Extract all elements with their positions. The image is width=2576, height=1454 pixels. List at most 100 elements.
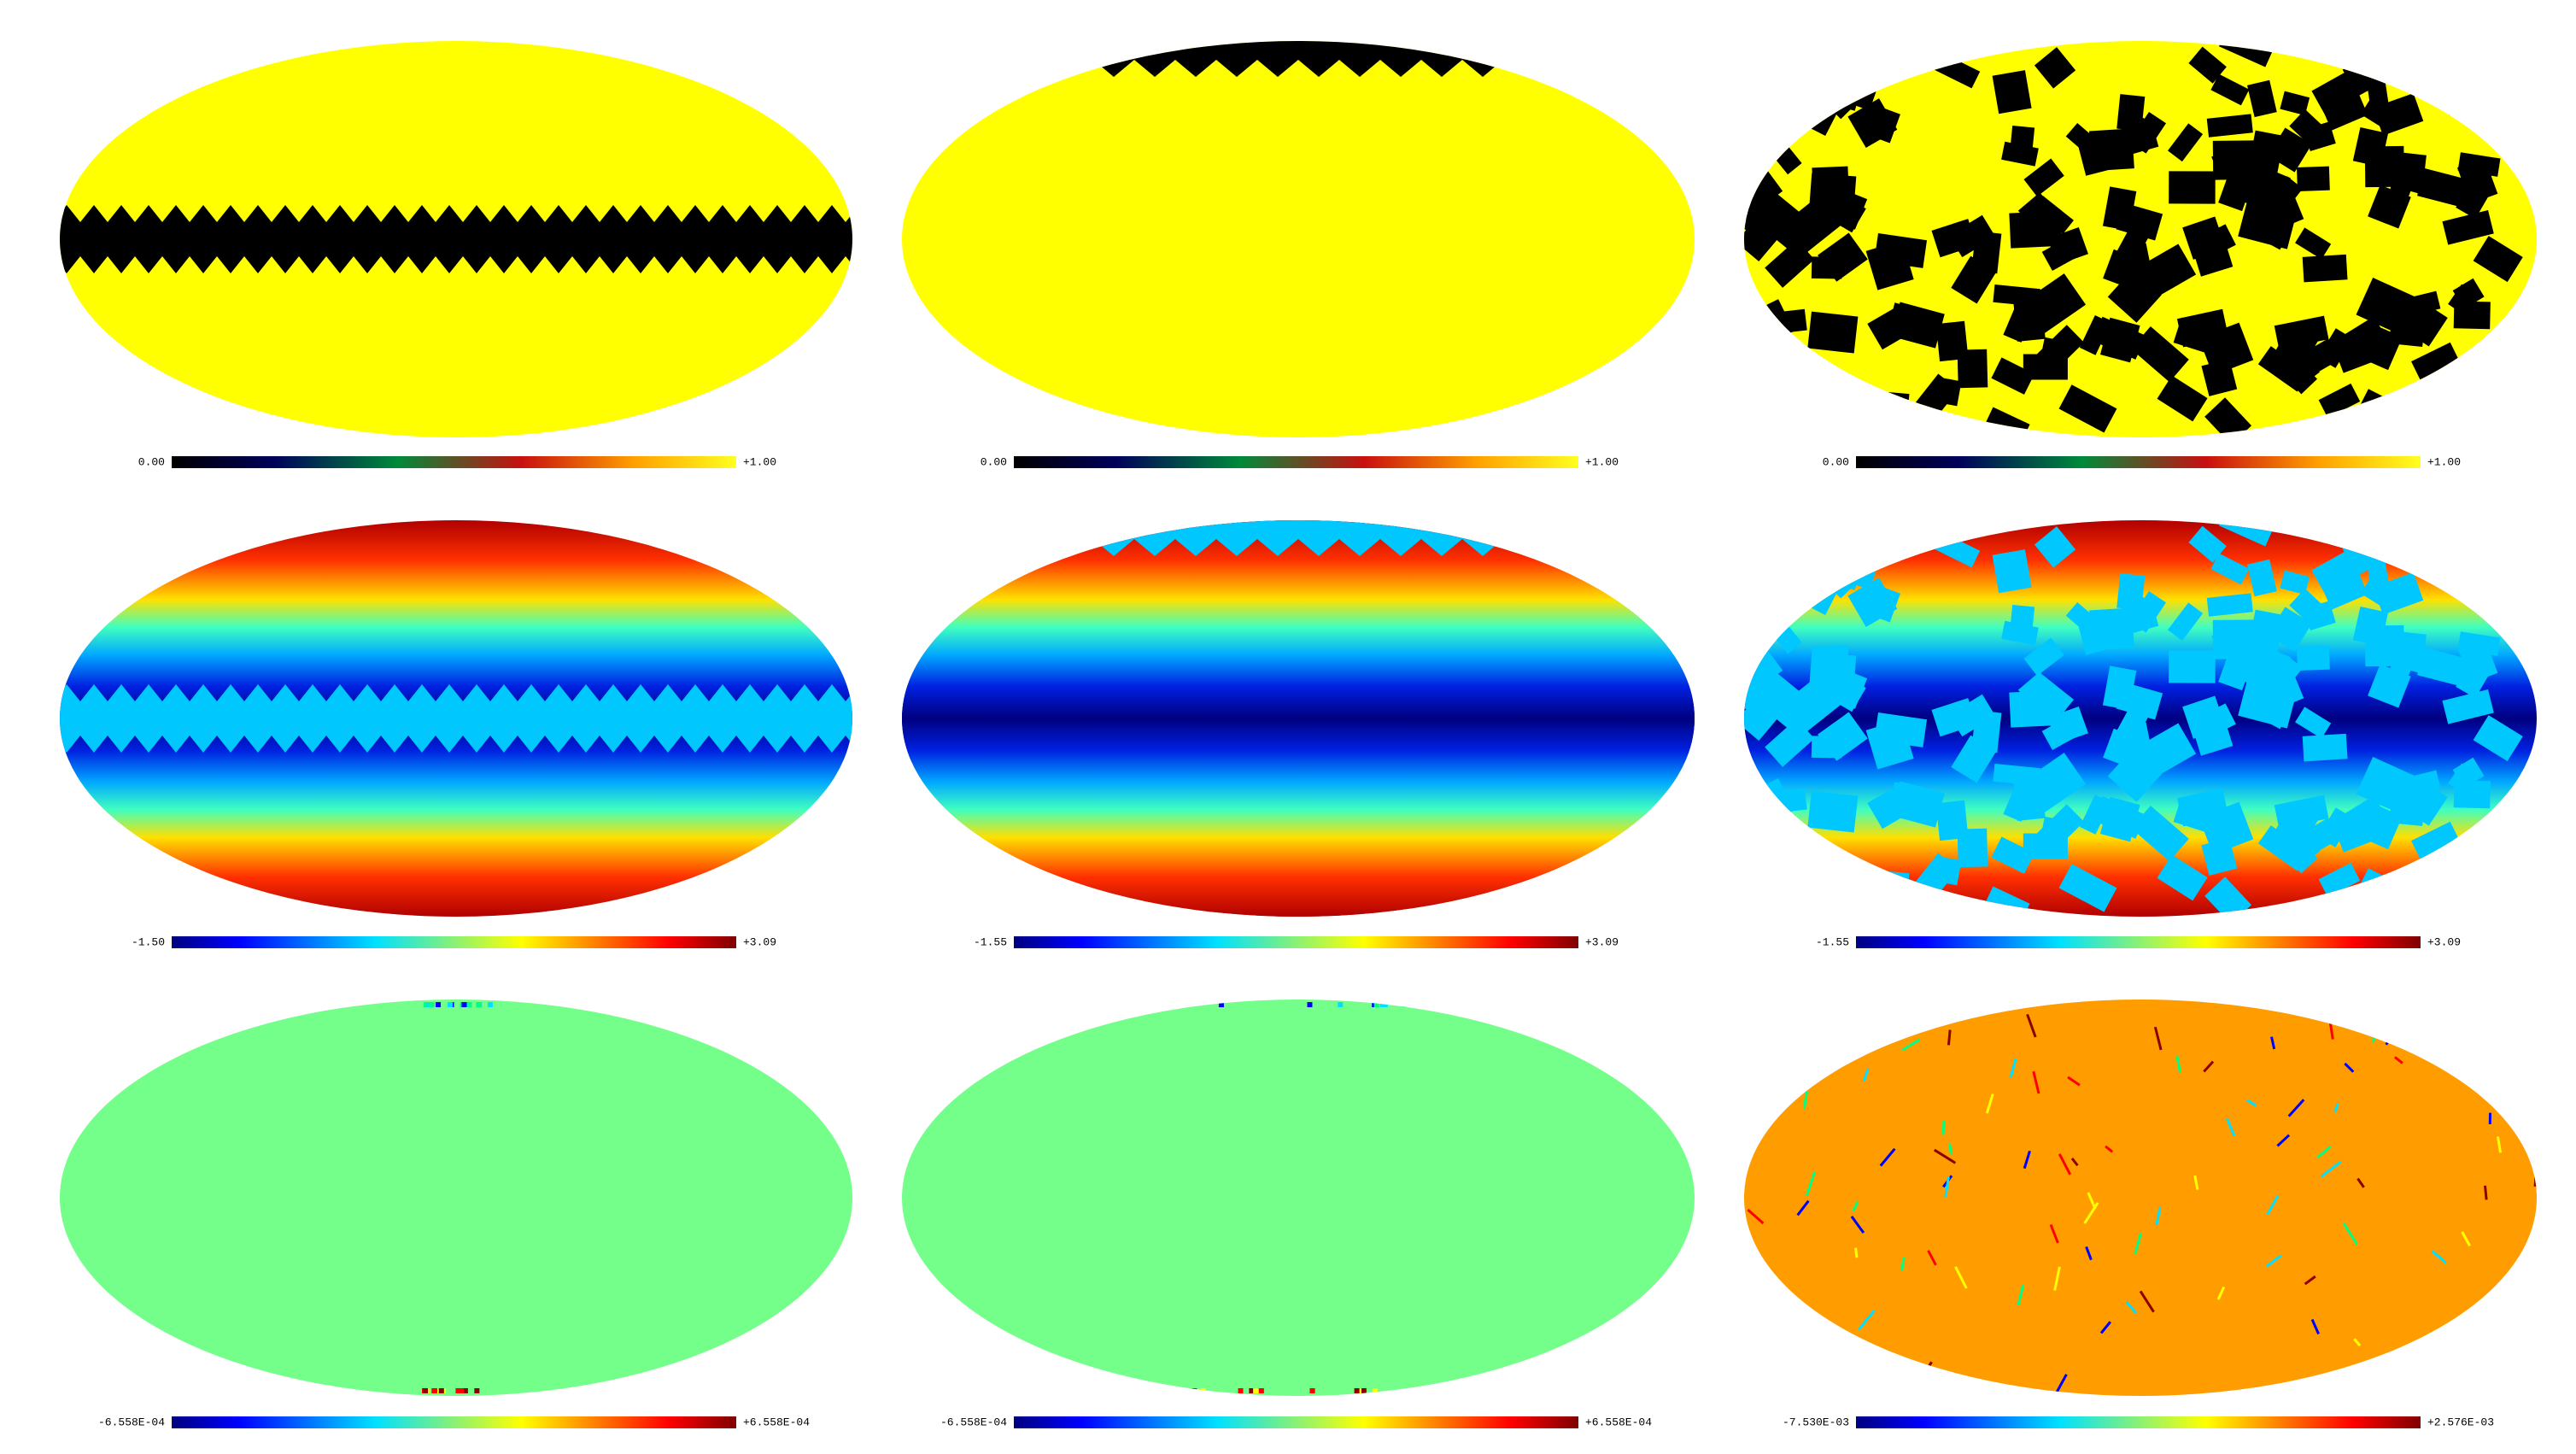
noise-pixel: [459, 1388, 465, 1393]
pixel-block: [2511, 875, 2535, 906]
pixel-block: [2017, 671, 2064, 718]
pixel-block: [2092, 316, 2146, 360]
noise-streak: [1745, 1033, 1757, 1055]
noise-pixel: [1426, 1002, 1432, 1007]
colorbar-max-label: +6.558E-04: [743, 1416, 810, 1428]
pixel-block: [2445, 50, 2509, 109]
noise-streak: [2461, 1231, 2471, 1247]
pixel-block: [1929, 520, 1955, 548]
noise-pixel: [1154, 1002, 1160, 1007]
noise-pixel: [461, 1002, 467, 1007]
pixel-block: [2496, 880, 2529, 917]
noise-streak: [2105, 1145, 2114, 1153]
noise-pixel: [487, 1002, 493, 1007]
pixel-block: [2457, 631, 2501, 656]
noise-pixel: [1307, 1002, 1313, 1007]
mollweide-map: [60, 41, 852, 437]
pixel-block: [2036, 325, 2085, 372]
noise-pixel: [476, 1002, 482, 1007]
pixel-block: [1779, 788, 1807, 812]
pixel-block: [2340, 795, 2392, 844]
noise-streak: [1744, 1258, 1756, 1281]
pixel-block: [2352, 606, 2389, 647]
pixel-block: [2340, 316, 2392, 365]
noise-streak: [2245, 1099, 2257, 1107]
pixel-block: [1858, 886, 1912, 917]
map-panel: -6.558E-04 +6.558E-04: [60, 1000, 852, 1428]
noise-streak: [1965, 1392, 1970, 1396]
pixel-block: [2273, 801, 2320, 851]
map-background: [902, 41, 1695, 437]
pixel-block: [2273, 322, 2320, 372]
pixel-block: [2206, 114, 2253, 138]
noise-streak: [2333, 1103, 2339, 1113]
colorbar-min-label: -6.558E-04: [940, 1416, 1007, 1428]
noise-pixel: [1134, 1388, 1140, 1393]
pixel-block: [2289, 108, 2328, 148]
noise-streak: [1947, 1029, 1952, 1046]
pixel-block: [2247, 79, 2277, 118]
pixel-block: [2302, 254, 2348, 283]
noise-pixel: [1191, 1388, 1197, 1393]
noise-streak: [1850, 1216, 1865, 1234]
noise-pixel: [1168, 1002, 1174, 1007]
pixel-block: [2394, 525, 2437, 573]
colorbar: [1014, 456, 1578, 468]
noise-streak: [1900, 1257, 1906, 1272]
pixel-block: [1929, 41, 1955, 69]
noise-pixel: [1253, 1388, 1259, 1393]
noise-streak: [2344, 1062, 2355, 1073]
pixel-block: [2417, 167, 2471, 208]
pixel-block: [2457, 152, 2501, 177]
pixel-block: [2469, 371, 2515, 407]
map-background: [902, 520, 1695, 917]
noise-pixel: [1258, 1388, 1264, 1393]
noise-streak: [2193, 1175, 2199, 1190]
pixel-block: [2182, 216, 2227, 260]
noise-streak: [2087, 1192, 2097, 1210]
noise-pixel: [474, 1388, 480, 1393]
noise-streak: [1927, 1250, 1937, 1266]
pixel-block: [1802, 559, 1848, 594]
noise-streak: [2226, 1118, 2236, 1137]
colorbar: [1856, 1416, 2421, 1428]
noise-streak: [2304, 1275, 2316, 1286]
pixel-block: [1868, 870, 1910, 894]
colorbar-min-label: -6.558E-04: [98, 1416, 165, 1428]
noise-streak: [2017, 1284, 2025, 1305]
colorbar: [1014, 1416, 1578, 1428]
colorbar-min-label: -1.50: [132, 935, 165, 948]
pixel-block: [1957, 349, 1988, 389]
colorbar-min-label: -1.55: [1816, 935, 1849, 948]
pixel-block: [1831, 676, 1866, 712]
noise-streak: [2393, 1056, 2403, 1064]
pixel-block: [2358, 520, 2392, 544]
noise-streak: [2493, 1022, 2515, 1041]
colorbar: [172, 1416, 736, 1428]
pixel-block: [2358, 41, 2392, 65]
pixel-block: [2271, 667, 2304, 706]
pixel-block: [1744, 807, 1783, 854]
noise-streak: [2216, 1286, 2226, 1300]
pixel-block: [2041, 715, 2081, 750]
noise-streak: [1944, 1176, 1950, 1198]
noise-streak: [2486, 1307, 2500, 1328]
pixel-block: [2010, 125, 2035, 150]
noise-streak: [2266, 1254, 2282, 1268]
pixel-block: [1871, 586, 1900, 623]
pixel-block: [1798, 890, 1823, 917]
noise-streak: [1854, 1247, 1859, 1258]
pixel-block: [2218, 650, 2254, 691]
noise-pixel: [1172, 1388, 1178, 1393]
pixel-block: [2360, 577, 2398, 611]
pixel-block: [2452, 278, 2485, 309]
pixel-block: [1992, 549, 2032, 594]
pixel-block: [2188, 525, 2227, 563]
pixel-block: [1867, 303, 1917, 350]
pixel-block: [2116, 94, 2146, 132]
colorbar: [172, 456, 736, 468]
noise-pixel: [425, 1002, 431, 1007]
pixel-block: [1991, 836, 2035, 874]
mollweide-map: [60, 520, 852, 917]
